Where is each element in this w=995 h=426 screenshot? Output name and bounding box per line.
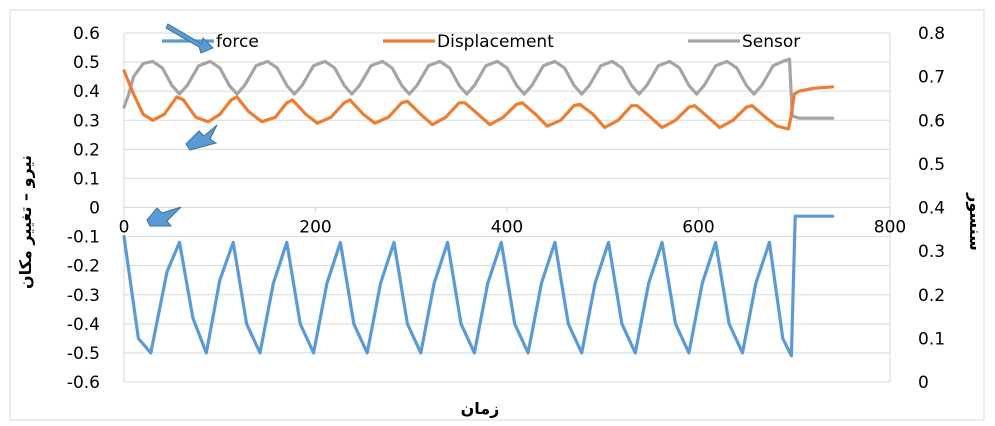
- series-line-displacement: [122, 69, 835, 131]
- y-left-tick-label: 0.5: [73, 53, 100, 73]
- x-tick-label: 200: [299, 218, 331, 238]
- y-left-tick-label: 0: [89, 199, 100, 219]
- series-line-sensor: [122, 57, 835, 120]
- y-left-tick-label: -0.1: [67, 228, 100, 248]
- y-left-tick-label: -0.4: [67, 315, 100, 335]
- x-tick-label: 0: [119, 218, 130, 238]
- x-axis-ticks: 0 200 400 600 800: [119, 207, 906, 238]
- arrow-icon: [165, 23, 214, 54]
- y-left-tick-label: -0.6: [67, 373, 100, 393]
- series-line-force: [122, 214, 835, 358]
- y-left-tick-label: -0.5: [67, 344, 100, 364]
- legend: force Displacement Sensor: [162, 32, 800, 52]
- y-right-tick-label: 0.6: [918, 111, 945, 131]
- y-right-tick-label: 0.8: [918, 24, 945, 44]
- y-left-axis-title: نیرو – تغییر مکان: [16, 155, 35, 289]
- y-left-tick-label: -0.3: [67, 286, 100, 306]
- x-axis-title: زمان: [461, 399, 500, 418]
- y-right-tick-label: 0.2: [918, 286, 945, 306]
- y-right-tick-label: 0.4: [918, 199, 945, 219]
- y-right-tick-label: 0.7: [918, 68, 945, 88]
- y-right-axis-title: سنسور: [966, 192, 985, 251]
- y-right-tick-label: 0.1: [918, 329, 945, 349]
- y-left-tick-label: 0.4: [73, 82, 100, 102]
- y-right-tick-label: 0.3: [918, 242, 945, 262]
- x-tick-label: 400: [491, 218, 523, 238]
- y-right-axis-ticks: 0 0.1 0.2 0.3 0.4 0.5 0.6 0.7 0.8: [918, 24, 945, 393]
- x-tick-label: 600: [682, 218, 714, 238]
- y-left-tick-label: 0.1: [73, 169, 100, 189]
- legend-label-sensor: Sensor: [742, 32, 800, 52]
- arrow-icon: [146, 206, 182, 227]
- arrow-icon: [185, 124, 218, 151]
- y-left-axis-ticks: -0.6 -0.5 -0.4 -0.3 -0.2 -0.1 0 0.1 0.2 0.3 0.4 0.5…: [67, 24, 100, 393]
- y-left-tick-label: 0.6: [73, 24, 100, 44]
- y-left-tick-label: 0.2: [73, 140, 100, 160]
- y-left-tick-label: 0.3: [73, 111, 100, 131]
- y-right-tick-label: 0.5: [918, 155, 945, 175]
- legend-label-displacement: Displacement: [437, 32, 554, 52]
- legend-label-force: force: [216, 32, 259, 52]
- x-tick-label: 800: [874, 218, 906, 238]
- y-right-tick-label: 0: [918, 373, 929, 393]
- plot-series: [122, 57, 835, 358]
- gridlines: [123, 32, 891, 383]
- y-left-tick-label: -0.2: [67, 257, 100, 277]
